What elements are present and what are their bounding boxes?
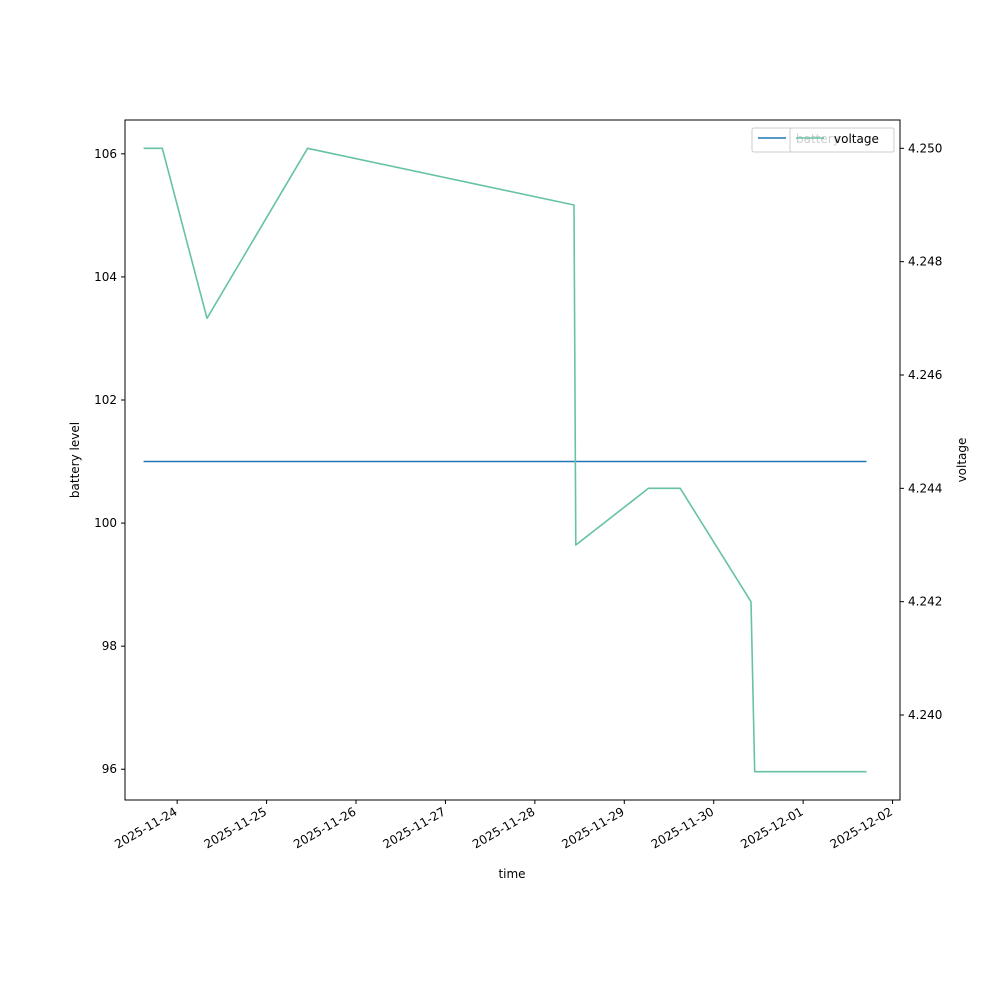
legends: batteryvoltage xyxy=(751,127,895,153)
y-left-tick-label: 102 xyxy=(94,393,117,407)
y-right-tick-label: 4.250 xyxy=(908,141,942,155)
y-right-tick-label: 4.248 xyxy=(908,255,942,269)
y-left-tick-label: 106 xyxy=(94,147,117,161)
y-left-tick-label: 98 xyxy=(102,639,117,653)
y-left-tick-label: 100 xyxy=(94,516,117,530)
legend-voltage: voltage xyxy=(789,127,895,153)
y-right-tick-label: 4.246 xyxy=(908,368,942,382)
y-axis-left: 96 98 100 102 104 106 xyxy=(94,147,125,776)
y-left-tick-label: 104 xyxy=(94,270,117,284)
y-right-tick-label: 4.240 xyxy=(908,708,942,722)
plot-frame xyxy=(124,119,901,801)
x-axis-label: time xyxy=(498,867,525,881)
legend-box xyxy=(789,127,895,153)
series-line-voltage xyxy=(143,147,867,773)
y-right-axis-label: voltage xyxy=(955,438,969,483)
y-right-tick-label: 4.244 xyxy=(908,481,942,495)
legend-label-voltage: voltage xyxy=(834,132,879,146)
y-left-axis-label: battery level xyxy=(68,422,82,498)
plot-lines xyxy=(143,147,867,773)
y-left-tick-label: 96 xyxy=(102,762,117,776)
y-right-tick-label: 4.242 xyxy=(908,595,942,609)
y-axis-right: 4.240 4.242 4.244 4.246 4.248 4.250 xyxy=(900,141,942,722)
